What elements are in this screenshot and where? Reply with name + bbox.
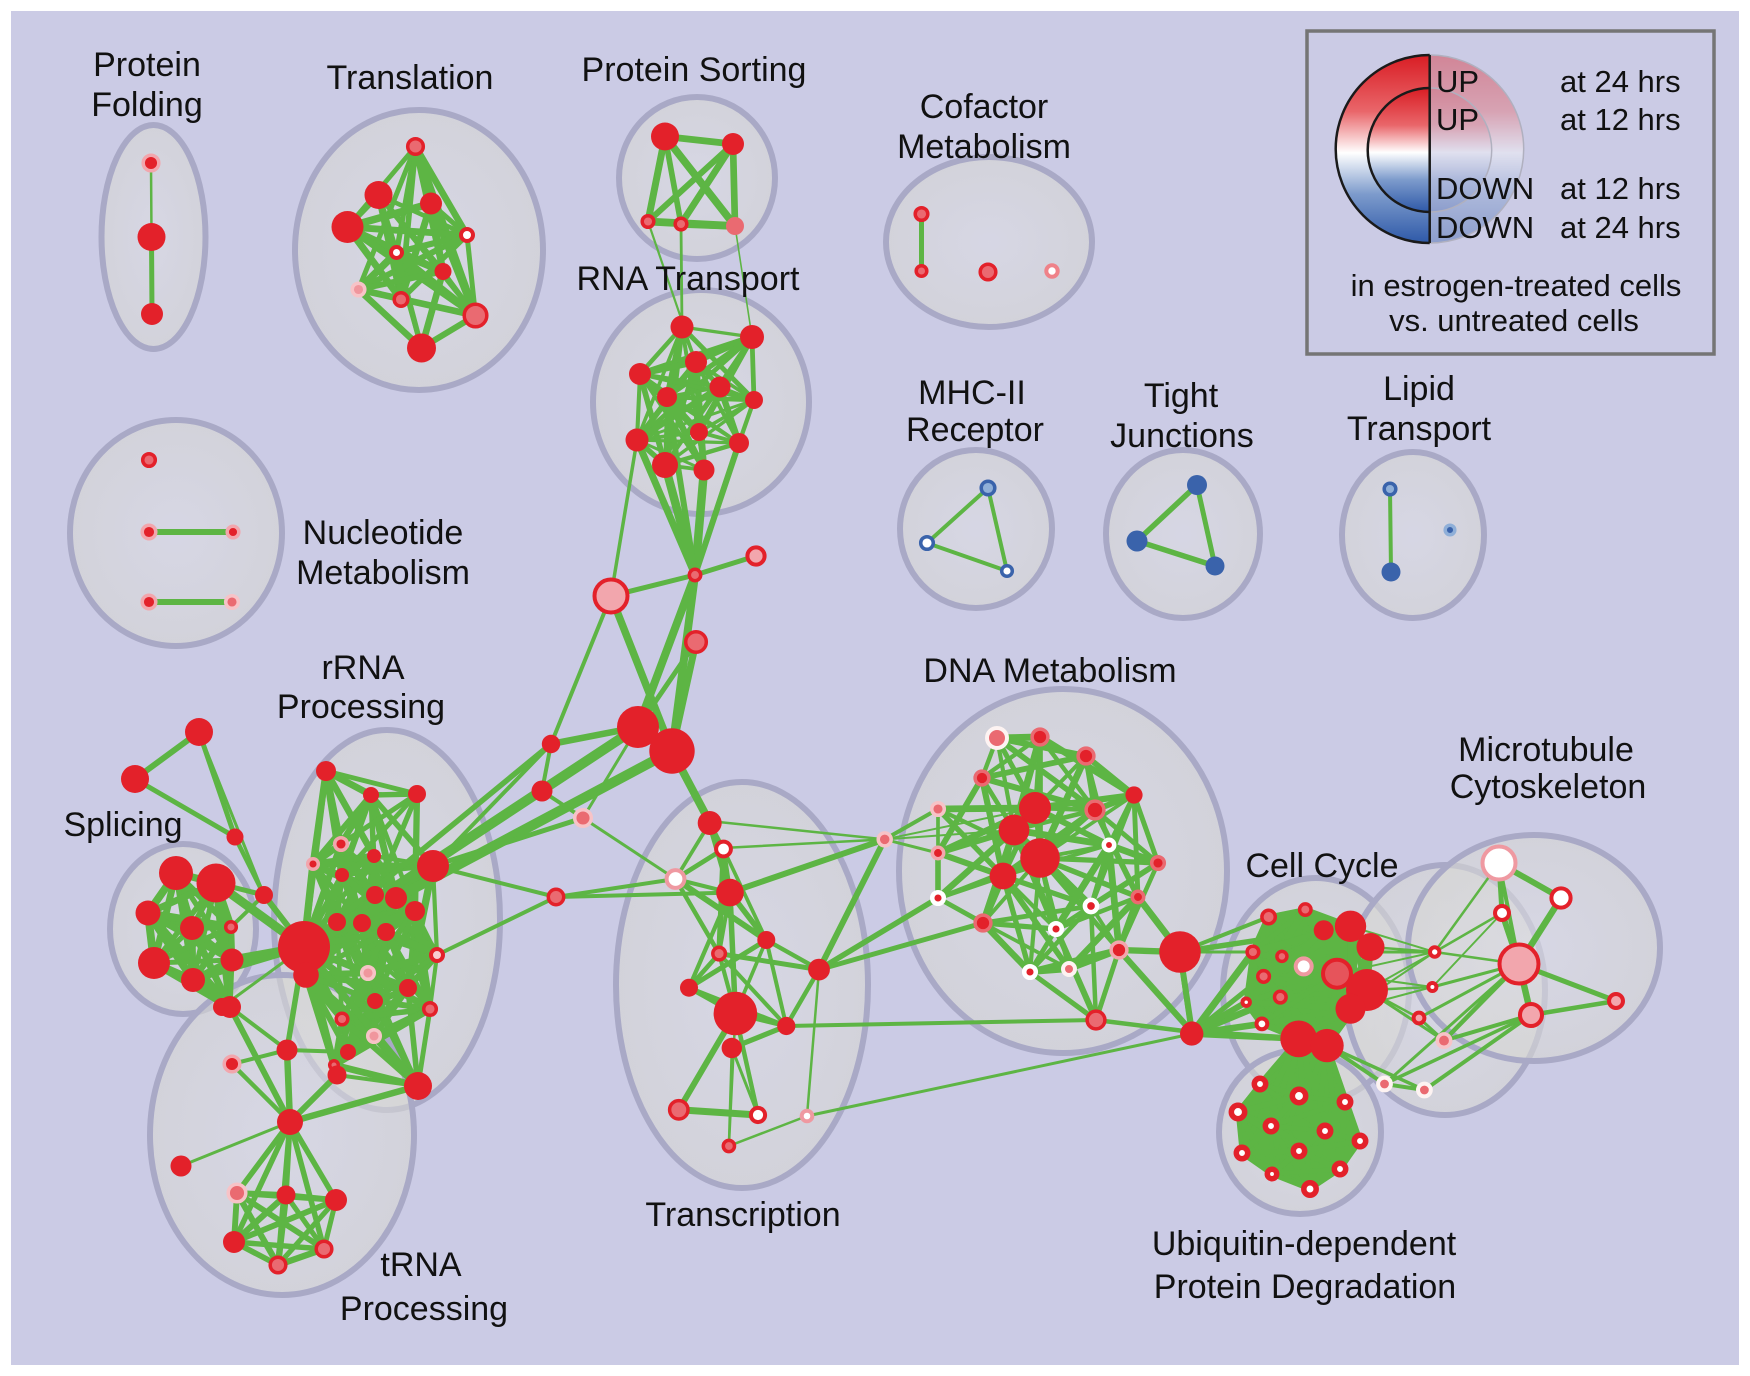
svg-text:UP: UP bbox=[1436, 102, 1479, 137]
svg-text:tRNA: tRNA bbox=[380, 1246, 462, 1284]
svg-text:Tight: Tight bbox=[1144, 377, 1219, 415]
svg-text:Protein Sorting: Protein Sorting bbox=[582, 51, 807, 89]
svg-text:at 24 hrs: at 24 hrs bbox=[1560, 64, 1681, 99]
svg-text:Translation: Translation bbox=[327, 59, 494, 97]
svg-text:Ubiquitin-dependent: Ubiquitin-dependent bbox=[1152, 1225, 1457, 1263]
svg-text:at 12 hrs: at 12 hrs bbox=[1560, 102, 1681, 137]
svg-text:DOWN: DOWN bbox=[1436, 171, 1534, 206]
svg-text:Cofactor: Cofactor bbox=[920, 88, 1049, 126]
svg-text:vs. untreated cells: vs. untreated cells bbox=[1389, 303, 1639, 338]
svg-text:DNA Metabolism: DNA Metabolism bbox=[923, 652, 1176, 690]
svg-text:UP: UP bbox=[1436, 64, 1479, 99]
svg-text:Microtubule: Microtubule bbox=[1458, 731, 1634, 769]
svg-text:Folding: Folding bbox=[91, 86, 203, 124]
svg-text:Transport: Transport bbox=[1347, 410, 1492, 448]
svg-text:Nucleotide: Nucleotide bbox=[303, 514, 464, 552]
svg-text:Processing: Processing bbox=[277, 688, 445, 726]
svg-text:Cytoskeleton: Cytoskeleton bbox=[1450, 768, 1647, 806]
svg-text:Processing: Processing bbox=[340, 1290, 508, 1328]
svg-text:Lipid: Lipid bbox=[1383, 370, 1455, 408]
svg-text:Protein Degradation: Protein Degradation bbox=[1154, 1268, 1456, 1306]
svg-text:Receptor: Receptor bbox=[906, 411, 1044, 449]
svg-text:in estrogen-treated cells: in estrogen-treated cells bbox=[1351, 268, 1682, 303]
svg-text:at 12 hrs: at 12 hrs bbox=[1560, 171, 1681, 206]
svg-text:Cell Cycle: Cell Cycle bbox=[1245, 847, 1398, 885]
svg-text:Transcription: Transcription bbox=[645, 1196, 840, 1234]
svg-text:Junctions: Junctions bbox=[1110, 417, 1254, 455]
svg-text:DOWN: DOWN bbox=[1436, 210, 1534, 245]
svg-text:Protein: Protein bbox=[93, 46, 201, 84]
svg-text:Splicing: Splicing bbox=[63, 806, 182, 844]
svg-text:RNA Transport: RNA Transport bbox=[577, 260, 801, 298]
svg-text:MHC-II: MHC-II bbox=[918, 374, 1026, 412]
svg-text:at 24 hrs: at 24 hrs bbox=[1560, 210, 1681, 245]
svg-text:Metabolism: Metabolism bbox=[897, 128, 1071, 166]
svg-text:rRNA: rRNA bbox=[321, 649, 404, 687]
svg-text:Metabolism: Metabolism bbox=[296, 554, 470, 592]
